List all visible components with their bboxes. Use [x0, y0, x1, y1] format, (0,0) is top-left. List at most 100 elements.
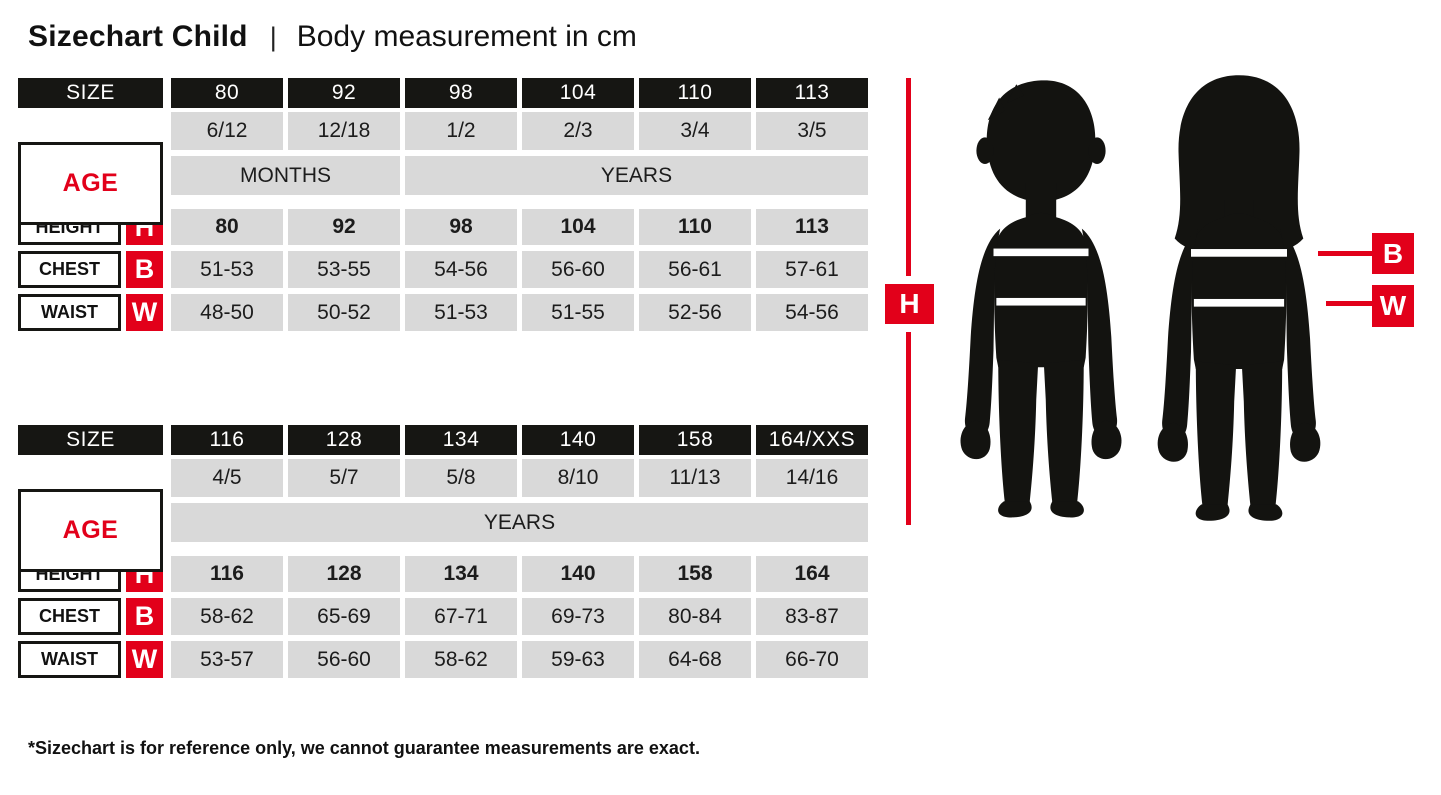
size-cell: 104	[522, 78, 634, 108]
page-title: Sizechart Child | Body measurement in cm	[28, 20, 637, 54]
age-cell: 6/12	[171, 112, 283, 150]
age-row: 4/5 5/7 5/8 8/10 11/13 14/16	[171, 459, 868, 497]
height-cell: 128	[288, 556, 400, 592]
chest-row: CHEST B 58-62 65-69 67-71 69-73 80-84 83…	[18, 598, 868, 635]
age-unit-cell-months: MONTHS	[171, 156, 400, 195]
waist-letter-badge: W	[126, 641, 163, 678]
chest-cell: 56-61	[639, 251, 751, 288]
chest-letter-badge: B	[126, 598, 163, 635]
title-separator: |	[269, 22, 277, 52]
waist-measure-line	[1326, 301, 1372, 306]
chest-cell: 56-60	[522, 251, 634, 288]
height-cell: 140	[522, 556, 634, 592]
size-cell: 80	[171, 78, 283, 108]
chest-cell: 58-62	[171, 598, 283, 635]
age-cell: 5/8	[405, 459, 517, 497]
age-unit-row: YEARS	[171, 503, 868, 542]
size-header-label: SIZE	[18, 425, 163, 455]
size-header-row: SIZE 116 128 134 140 158 164/XXS	[18, 425, 868, 455]
size-cell: 113	[756, 78, 868, 108]
title-main: Sizechart Child	[28, 20, 248, 53]
waist-cell: 59-63	[522, 641, 634, 678]
waist-cell: 53-57	[171, 641, 283, 678]
size-header-label: SIZE	[18, 78, 163, 108]
waist-cell: 54-56	[756, 294, 868, 331]
height-indicator-line-bottom	[906, 332, 911, 525]
age-unit-cell-years: YEARS	[405, 156, 868, 195]
chest-cell: 83-87	[756, 598, 868, 635]
waist-cell: 64-68	[639, 641, 751, 678]
h-badge: H	[885, 284, 934, 324]
w-badge: W	[1372, 285, 1414, 327]
height-cell: 134	[405, 556, 517, 592]
waist-cell: 66-70	[756, 641, 868, 678]
height-indicator-line-top	[906, 78, 911, 276]
age-cell: 3/4	[639, 112, 751, 150]
age-cell: 4/5	[171, 459, 283, 497]
disclaimer-note: *Sizechart is for reference only, we can…	[28, 738, 700, 758]
chest-cell: 65-69	[288, 598, 400, 635]
height-cell: 113	[756, 209, 868, 245]
size-table-small: SIZE 80 92 98 104 110 113 AGE 6/12 12/18…	[18, 78, 868, 331]
chest-row: CHEST B 51-53 53-55 54-56 56-60 56-61 57…	[18, 251, 868, 288]
height-cell: 92	[288, 209, 400, 245]
size-cell: 140	[522, 425, 634, 455]
age-unit-row: MONTHS YEARS	[171, 156, 868, 195]
age-label: AGE	[62, 169, 119, 197]
size-cell: 158	[639, 425, 751, 455]
waist-row: WAIST W 48-50 50-52 51-53 51-55 52-56 54…	[18, 294, 868, 331]
height-cell: 98	[405, 209, 517, 245]
chest-cell: 69-73	[522, 598, 634, 635]
b-badge: B	[1372, 233, 1414, 274]
waist-row: WAIST W 53-57 56-60 58-62 59-63 64-68 66…	[18, 641, 868, 678]
waist-cell: 58-62	[405, 641, 517, 678]
age-label-box: AGE	[18, 142, 163, 225]
size-cell: 134	[405, 425, 517, 455]
age-cell: 1/2	[405, 112, 517, 150]
age-cell: 3/5	[756, 112, 868, 150]
waist-cell: 48-50	[171, 294, 283, 331]
waist-cell: 50-52	[288, 294, 400, 331]
size-cell: 98	[405, 78, 517, 108]
chest-measure-line	[1318, 251, 1372, 256]
chest-cell: 57-61	[756, 251, 868, 288]
waist-cell: 51-53	[405, 294, 517, 331]
age-cell: 11/13	[639, 459, 751, 497]
height-cell: 116	[171, 556, 283, 592]
waist-label-box: WAIST	[18, 641, 121, 678]
girl-silhouette-icon	[1157, 75, 1321, 521]
height-cell: 104	[522, 209, 634, 245]
age-cell: 12/18	[288, 112, 400, 150]
height-cell: 110	[639, 209, 751, 245]
size-cell: 116	[171, 425, 283, 455]
title-subtitle: Body measurement in cm	[296, 20, 637, 53]
chest-cell: 67-71	[405, 598, 517, 635]
age-cell: 14/16	[756, 459, 868, 497]
waist-letter-badge: W	[126, 294, 163, 331]
height-cell: 80	[171, 209, 283, 245]
age-cell: 2/3	[522, 112, 634, 150]
waist-cell: 52-56	[639, 294, 751, 331]
size-table-large: SIZE 116 128 134 140 158 164/XXS AGE 4/5…	[18, 425, 868, 678]
waist-cell: 56-60	[288, 641, 400, 678]
size-cell: 128	[288, 425, 400, 455]
size-header-row: SIZE 80 92 98 104 110 113	[18, 78, 868, 108]
chest-label-box: CHEST	[18, 251, 121, 288]
age-row: 6/12 12/18 1/2 2/3 3/4 3/5	[171, 112, 868, 150]
age-unit-cell-years: YEARS	[171, 503, 868, 542]
waist-label-box: WAIST	[18, 294, 121, 331]
age-cell: 5/7	[288, 459, 400, 497]
size-cell: 164/XXS	[756, 425, 868, 455]
age-label: AGE	[62, 516, 119, 544]
boy-silhouette-icon	[960, 80, 1122, 518]
height-cell: 158	[639, 556, 751, 592]
size-cell: 110	[639, 78, 751, 108]
chest-cell: 53-55	[288, 251, 400, 288]
chest-letter-badge: B	[126, 251, 163, 288]
size-cell: 92	[288, 78, 400, 108]
waist-cell: 51-55	[522, 294, 634, 331]
chest-label-box: CHEST	[18, 598, 121, 635]
age-cell: 8/10	[522, 459, 634, 497]
chest-cell: 80-84	[639, 598, 751, 635]
